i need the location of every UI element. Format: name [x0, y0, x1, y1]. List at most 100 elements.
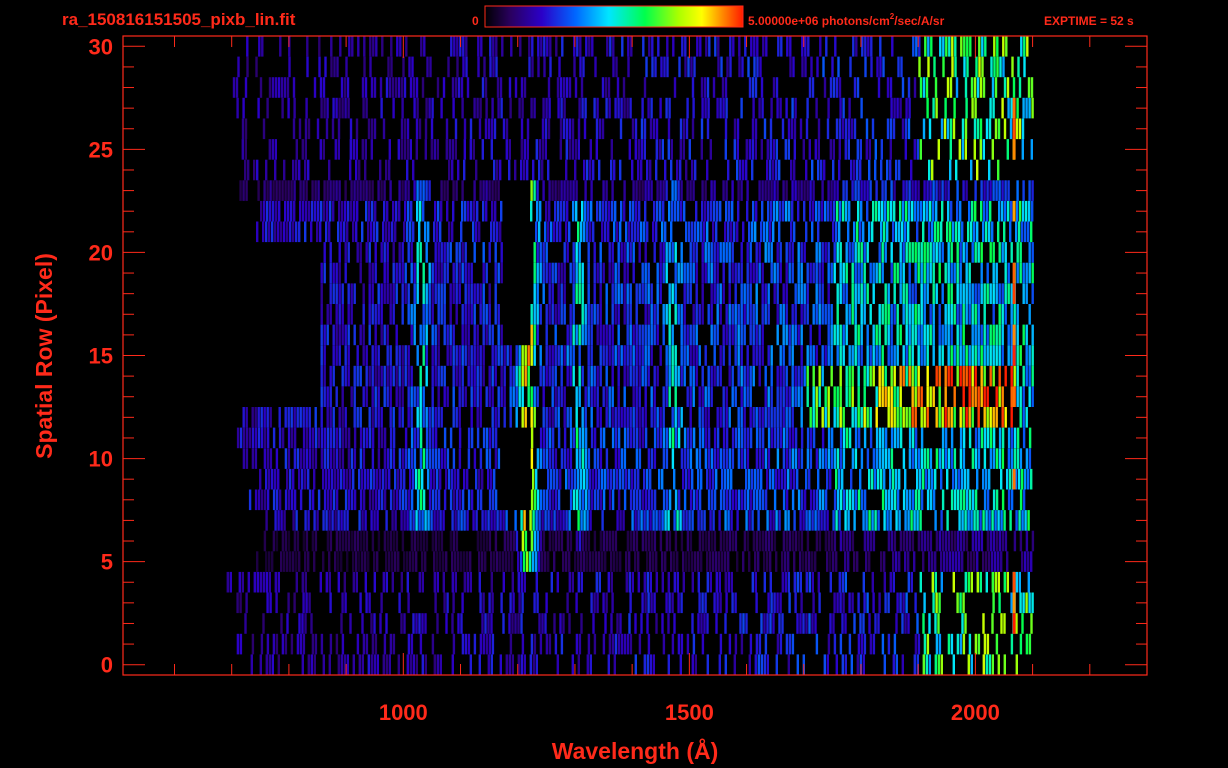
heatmap-cell — [766, 551, 769, 572]
heatmap-cell — [859, 613, 862, 634]
heatmap-cell — [508, 551, 511, 572]
heatmap-cell — [793, 551, 796, 572]
heatmap-cell — [434, 283, 437, 304]
heatmap-cell — [1007, 489, 1011, 511]
heatmap-cell — [683, 283, 686, 304]
heatmap-cell — [806, 97, 809, 119]
heatmap-cell — [302, 448, 306, 469]
heatmap-cell — [650, 180, 653, 201]
heatmap-cell — [815, 386, 818, 407]
heatmap-cell — [569, 530, 573, 552]
heatmap-cell — [899, 530, 903, 552]
heatmap-cell — [745, 139, 748, 160]
heatmap-cell — [980, 180, 983, 201]
heatmap-cell — [365, 592, 368, 614]
heatmap-cell — [488, 592, 491, 614]
heatmap-cell — [866, 365, 869, 387]
heatmap-cell — [1030, 139, 1033, 160]
heatmap-cell — [293, 530, 297, 552]
heatmap-cell — [299, 180, 302, 201]
heatmap-cell — [751, 571, 754, 593]
heatmap-cell — [794, 97, 797, 119]
heatmap-cell — [348, 36, 351, 57]
heatmap-cell — [881, 242, 884, 263]
heatmap-cell — [928, 221, 931, 243]
heatmap-cell — [490, 468, 493, 490]
heatmap-cell — [914, 304, 917, 325]
heatmap-cell — [781, 613, 784, 634]
heatmap-cell — [304, 468, 307, 490]
heatmap-cell — [1028, 592, 1031, 614]
heatmap-cell — [682, 118, 686, 140]
heatmap-cell — [437, 262, 440, 284]
heatmap-cell — [428, 427, 432, 449]
heatmap-cell — [890, 530, 894, 552]
heatmap-cell — [583, 118, 587, 140]
heatmap-cell — [589, 510, 592, 531]
heatmap-cell — [370, 468, 373, 490]
heatmap-cell — [287, 448, 291, 469]
heatmap-cell — [470, 345, 473, 366]
heatmap-cell — [371, 489, 375, 511]
heatmap-cell — [398, 365, 401, 387]
heatmap-cell — [647, 592, 650, 614]
heatmap-cell — [613, 221, 616, 243]
heatmap-cell — [857, 345, 860, 366]
heatmap-cell — [851, 386, 854, 407]
heatmap-cell — [998, 283, 1001, 304]
heatmap-cell — [556, 468, 559, 490]
heatmap-cell — [625, 468, 628, 490]
heatmap-cell — [390, 56, 393, 78]
heatmap-cell — [398, 489, 402, 511]
heatmap-cell — [907, 551, 910, 572]
heatmap-cell — [872, 345, 875, 366]
heatmap-cell — [542, 386, 545, 407]
heatmap-cell — [734, 633, 738, 655]
heatmap-cell — [361, 551, 364, 572]
heatmap-cell — [958, 468, 961, 490]
heatmap-cell — [839, 633, 843, 655]
heatmap-cell — [953, 386, 956, 407]
heatmap-cell — [629, 365, 632, 387]
heatmap-cell — [674, 530, 678, 552]
heatmap-cell — [451, 571, 454, 593]
heatmap-cell — [572, 304, 575, 325]
heatmap-cell — [548, 283, 551, 304]
heatmap-cell — [399, 36, 402, 57]
heatmap-cell — [728, 324, 731, 346]
heatmap-cell — [715, 571, 718, 593]
heatmap-cell — [488, 304, 491, 325]
heatmap-cell — [596, 448, 600, 469]
heatmap-cell — [913, 139, 916, 160]
heatmap-cell — [974, 200, 977, 222]
heatmap-cell — [359, 427, 363, 449]
heatmap-cell — [971, 304, 974, 325]
heatmap-cell — [350, 283, 353, 304]
heatmap-cell — [481, 139, 484, 160]
heatmap-cell — [605, 180, 608, 201]
heatmap-cell — [589, 551, 592, 572]
heatmap-cell — [323, 489, 327, 511]
heatmap-cell — [274, 510, 277, 531]
heatmap-cell — [949, 118, 953, 140]
heatmap-cell — [274, 468, 277, 490]
heatmap-cell — [904, 118, 908, 140]
heatmap-cell — [572, 345, 575, 366]
heatmap-cell — [739, 159, 742, 181]
heatmap-cell — [641, 283, 644, 304]
heatmap-cell — [379, 468, 382, 490]
heatmap-cell — [812, 304, 815, 325]
heatmap-cell — [754, 221, 757, 243]
heatmap-cell — [638, 365, 641, 387]
heatmap-cell — [932, 324, 935, 346]
heatmap-cell — [749, 262, 752, 284]
heatmap-cell — [494, 283, 497, 304]
heatmap-cell — [337, 551, 340, 572]
heatmap-cell — [832, 510, 835, 531]
heatmap-cell — [878, 386, 881, 407]
heatmap-cell — [584, 489, 588, 511]
heatmap-cell — [977, 407, 980, 428]
heatmap-cell — [905, 530, 909, 552]
heatmap-cell — [943, 118, 947, 140]
